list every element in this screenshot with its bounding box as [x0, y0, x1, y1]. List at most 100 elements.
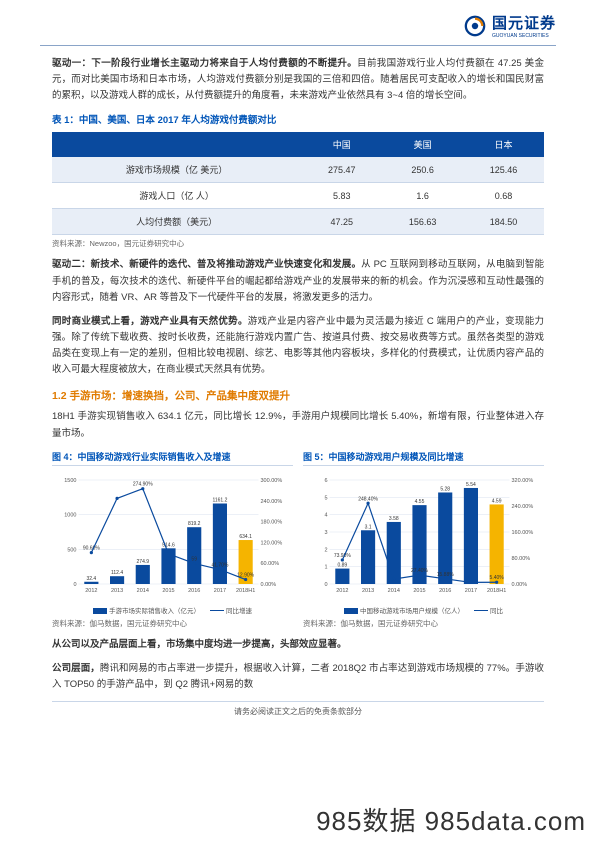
para-concentration: 从公司以及产品层面上看，市场集中度均进一步提高，头部效应显著。	[52, 637, 544, 653]
svg-text:112.4: 112.4	[111, 570, 123, 576]
svg-text:80.00%: 80.00%	[512, 556, 531, 562]
svg-text:1161.2: 1161.2	[212, 497, 227, 503]
td: 156.63	[382, 209, 463, 235]
section-1-2: 1.2 手游市场：增速换挡，公司、产品集中度双提升	[52, 388, 544, 403]
legend-bar-swatch	[344, 608, 358, 614]
svg-text:2016: 2016	[188, 588, 200, 594]
svg-text:59: 59	[191, 556, 197, 562]
td: 0.68	[463, 183, 544, 209]
para-18h1: 18H1 手游实现销售收入 634.1 亿元，同比增长 12.9%，手游用户规模…	[52, 409, 544, 441]
td: 275.47	[301, 157, 382, 183]
svg-text:634.1: 634.1	[239, 534, 252, 540]
svg-text:3: 3	[324, 530, 327, 536]
fig5-legend-line: 同比	[490, 608, 503, 615]
svg-text:300.00%: 300.00%	[261, 478, 283, 484]
svg-text:1500: 1500	[64, 478, 76, 484]
fig5-chart: 01234560.00%80.00%160.00%240.00%320.00%0…	[303, 470, 544, 600]
table-source: 资料来源：Newzoo，国元证券研究中心	[52, 238, 544, 249]
svg-text:320.00%: 320.00%	[512, 478, 534, 484]
table-row: 游戏人口（亿 人）5.831.60.68	[52, 183, 544, 209]
svg-text:15.88%: 15.88%	[437, 572, 455, 578]
td: 250.6	[382, 157, 463, 183]
p5-lead: 从公司以及产品层面上看，市场集中度均进一步提高，头部效应显著。	[52, 639, 347, 650]
brand-logo: 国元证券 GUOYUAN SECURITIES	[464, 12, 556, 39]
header: 国元证券 GUOYUAN SECURITIES	[0, 0, 596, 45]
p1-lead: 驱动一：下一阶段行业增长主驱动力将来自于人均付费额的不断提升。	[52, 58, 357, 69]
p3-lead: 同时商业模式上看，游戏产业具有天然优势。	[52, 316, 248, 327]
svg-text:2015: 2015	[413, 588, 425, 594]
td: 47.25	[301, 209, 382, 235]
svg-text:60.00%: 60.00%	[261, 561, 280, 567]
fig5-title: 图 5：中国移动游戏用户规模及同比增速	[303, 450, 544, 466]
th: 日本	[463, 132, 544, 157]
svg-text:2013: 2013	[111, 588, 123, 594]
fig5-legend-bar: 中国移动游戏市场用户规模（亿人）	[360, 608, 464, 615]
legend-line-swatch	[474, 610, 488, 611]
svg-text:2013: 2013	[362, 588, 374, 594]
brand-en: GUOYUAN SECURITIES	[492, 33, 556, 39]
svg-text:274.90%: 274.90%	[133, 481, 153, 487]
fig4-legend: 手游市场实际销售收入（亿元） 同比增速	[52, 605, 293, 615]
svg-text:160.00%: 160.00%	[512, 530, 534, 536]
svg-text:240.00%: 240.00%	[261, 498, 283, 504]
fig4-legend-bar: 手游市场实际销售收入（亿元）	[109, 608, 200, 615]
svg-text:2017: 2017	[214, 588, 226, 594]
svg-text:4.59: 4.59	[492, 498, 502, 504]
svg-text:2017: 2017	[465, 588, 477, 594]
figure-4: 图 4：中国移动游戏行业实际销售收入及增速 0500100015000.00%6…	[52, 450, 293, 637]
svg-text:2016: 2016	[439, 588, 451, 594]
footer-disclaimer: 请务必阅读正文之后的免责条款部分	[0, 706, 596, 717]
svg-text:3.58: 3.58	[389, 516, 399, 522]
td: 人均付费额（美元）	[52, 209, 301, 235]
svg-text:3.1: 3.1	[365, 524, 372, 530]
svg-text:2018H1: 2018H1	[236, 588, 255, 594]
td: 125.46	[463, 157, 544, 183]
fig4-title: 图 4：中国移动游戏行业实际销售收入及增速	[52, 450, 293, 466]
svg-text:2014: 2014	[388, 588, 400, 594]
svg-text:2018H1: 2018H1	[487, 588, 506, 594]
svg-text:500: 500	[67, 547, 76, 553]
comparison-table: 中国美国日本 游戏市场规模（亿 美元）275.47250.6125.46游戏人口…	[52, 132, 544, 235]
svg-text:4: 4	[324, 512, 327, 518]
table-title: 表 1：中国、美国、日本 2017 年人均游戏付费额对比	[52, 112, 544, 126]
svg-text:2014: 2014	[137, 588, 149, 594]
fig4-legend-line: 同比增速	[226, 608, 252, 615]
content: 驱动一：下一阶段行业增长主驱动力将来自于人均付费额的不断提升。目前我国游戏行业人…	[0, 56, 596, 693]
divider	[40, 45, 556, 46]
para-biz-model: 同时商业模式上看，游戏产业具有天然优势。游戏产业是内容产业中最为灵活最为接近 C…	[52, 314, 544, 379]
para-driver-1: 驱动一：下一阶段行业增长主驱动力将来自于人均付费额的不断提升。目前我国游戏行业人…	[52, 56, 544, 104]
fig4-chart: 0500100015000.00%60.00%120.00%180.00%240…	[52, 470, 293, 600]
fig4-source: 资料来源：伽马数据，国元证券研究中心	[52, 618, 293, 629]
figures-row: 图 4：中国移动游戏行业实际销售收入及增速 0 500 1000 1500 0.00% 6…	[52, 450, 544, 637]
svg-text:240.00%: 240.00%	[512, 504, 534, 510]
svg-text:5.28: 5.28	[440, 486, 450, 492]
brand-cn: 国元证券	[492, 12, 556, 33]
p2-lead: 驱动二：新技术、新硬件的迭代、普及将推动游戏产业快速变化和发展。	[52, 259, 361, 270]
svg-text:4.55: 4.55	[415, 499, 425, 505]
svg-text:5.40%: 5.40%	[490, 575, 505, 581]
svg-text:1: 1	[324, 564, 327, 570]
p6-body: 腾讯和网易的市占率进一步提升，根据收入计算，二者 2018Q2 市占率达到游戏市…	[52, 663, 544, 690]
legend-line-swatch	[210, 610, 224, 611]
td: 游戏市场规模（亿 美元）	[52, 157, 301, 183]
svg-text:2015: 2015	[162, 588, 174, 594]
svg-text:0: 0	[73, 582, 76, 588]
table-row: 游戏市场规模（亿 美元）275.47250.6125.46	[52, 157, 544, 183]
td: 184.50	[463, 209, 544, 235]
fig5-source: 资料来源：伽马数据，国元证券研究中心	[303, 618, 544, 629]
td: 5.83	[301, 183, 382, 209]
svg-text:2: 2	[324, 547, 327, 553]
th: 美国	[382, 132, 463, 157]
svg-text:5: 5	[324, 495, 327, 501]
fig5-legend: 中国移动游戏市场用户规模（亿人） 同比	[303, 605, 544, 615]
legend-bar-swatch	[93, 608, 107, 614]
svg-text:0: 0	[324, 582, 327, 588]
table-row: 人均付费额（美元）47.25156.63184.50	[52, 209, 544, 235]
svg-text:1000: 1000	[64, 512, 76, 518]
svg-text:274.9: 274.9	[137, 559, 150, 565]
para-company: 公司层面，腾讯和网易的市占率进一步提升，根据收入计算，二者 2018Q2 市占率…	[52, 661, 544, 693]
logo-icon	[464, 15, 486, 37]
svg-text:0.00%: 0.00%	[512, 582, 528, 588]
td: 游戏人口（亿 人）	[52, 183, 301, 209]
watermark: 985数据 985data.com	[316, 801, 586, 838]
